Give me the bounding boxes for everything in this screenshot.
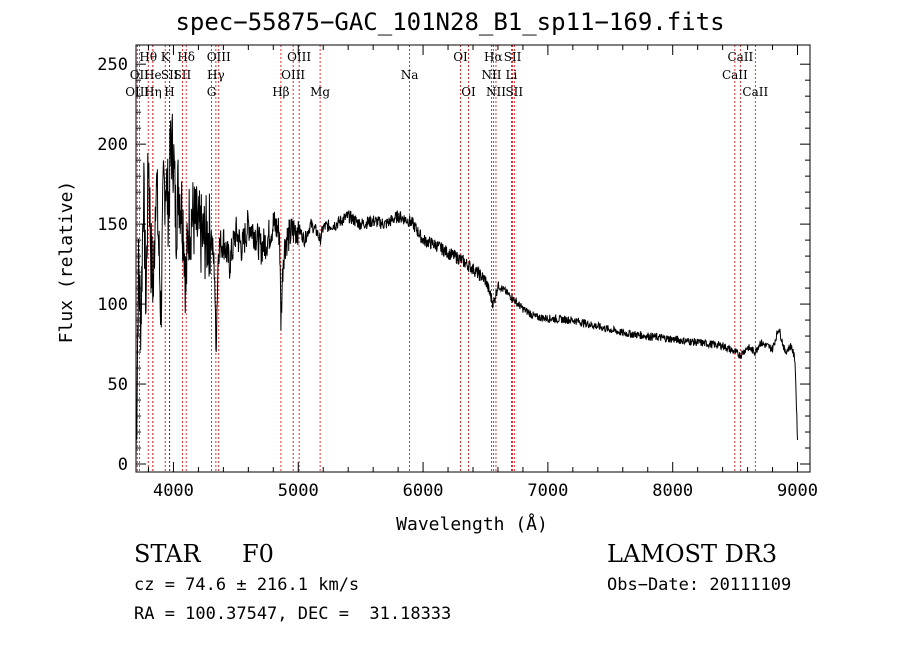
line-label: Hθ xyxy=(139,50,157,64)
series-layer xyxy=(135,113,799,461)
line-label: Na xyxy=(401,68,419,82)
redshift-text: cz = 74.6 ± 216.1 km/s xyxy=(134,575,360,595)
line-label: OI xyxy=(453,50,468,64)
line-label: OIII xyxy=(287,50,311,64)
line-label: OII xyxy=(130,68,150,82)
line-label: K xyxy=(161,50,171,64)
line-label: SII xyxy=(174,68,192,82)
line-label: He xyxy=(144,68,162,82)
line-label: OIII xyxy=(281,68,305,82)
y-tick-label: 150 xyxy=(97,215,128,235)
line-label: CaII xyxy=(727,50,753,64)
spectrum-line xyxy=(135,113,799,461)
coordinates: RA = 100.37547, DEC = 31.18333 xyxy=(134,604,452,624)
x-tick-label: 8000 xyxy=(652,481,693,501)
line-label: SII xyxy=(505,85,523,99)
x-tick-label: 7000 xyxy=(527,481,568,501)
line-label: SII xyxy=(161,68,179,82)
y-tick-label: 0 xyxy=(118,455,128,475)
line-label: Mg xyxy=(310,85,330,99)
line-label: Hγ xyxy=(207,68,225,82)
survey-name: LAMOST DR3 xyxy=(607,540,778,568)
line-label: NII xyxy=(486,85,506,99)
y-tick-label: 250 xyxy=(97,55,128,75)
line-label: SII xyxy=(504,50,522,64)
y-tick-label: 50 xyxy=(108,375,128,395)
line-label: CaII xyxy=(742,85,768,99)
obs-date: Obs−Date: 20111109 xyxy=(607,575,792,595)
y-tick-label: 100 xyxy=(97,295,128,315)
line-label: H xyxy=(164,85,174,99)
line-label: Li xyxy=(506,68,518,82)
line-label: CaII xyxy=(722,68,748,82)
object-class: STAR xyxy=(134,540,201,568)
chart-title: spec−55875−GAC_101N28_B1_sp11−169.fits xyxy=(175,8,725,36)
line-label: G xyxy=(207,85,217,99)
line-label: Hδ xyxy=(177,50,195,64)
x-tick-label: 5000 xyxy=(278,481,319,501)
y-tick-label: 200 xyxy=(97,135,128,155)
y-axis-label: Flux (relative) xyxy=(56,181,77,344)
object-subclass: F0 xyxy=(242,540,274,568)
line-markers-layer xyxy=(136,45,756,472)
line-label: OIII xyxy=(125,85,149,99)
x-tick-label: 9000 xyxy=(777,481,818,501)
line-label: OIII xyxy=(207,50,231,64)
axes-layer: 4000 5000 6000 7000 8000 9000 0 50 100 150 200 250 xyxy=(97,44,818,501)
x-axis-label: Wavelength (Å) xyxy=(396,513,548,535)
line-label: OI xyxy=(461,85,476,99)
line-label: NII xyxy=(481,68,501,82)
plot-frame xyxy=(135,44,811,473)
line-label: Hη xyxy=(144,85,162,99)
x-tick-label: 4000 xyxy=(153,481,194,501)
x-tick-label: 6000 xyxy=(403,481,444,501)
line-label: Hβ xyxy=(272,85,289,99)
line-label: Hα xyxy=(484,50,503,64)
